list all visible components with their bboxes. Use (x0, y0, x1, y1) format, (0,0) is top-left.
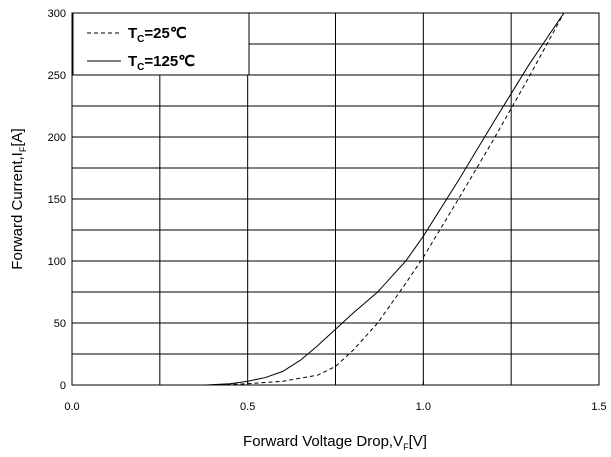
x-axis-title: Forward Voltage Drop,VF[V] (243, 433, 427, 452)
y-tick-label: 200 (48, 132, 66, 144)
series-line-125c (205, 12, 565, 386)
series-line-25c (212, 12, 565, 386)
y-tick-label: 150 (48, 194, 66, 206)
x-tick-label: 0.5 (240, 401, 255, 413)
y-tick-label: 50 (54, 318, 66, 330)
y-tick-label: 250 (48, 70, 66, 82)
legend-label-25c: TC=25℃ (128, 25, 187, 45)
grid (72, 13, 599, 385)
x-tick-label: 1.5 (591, 401, 606, 413)
y-tick-label: 0 (60, 380, 66, 392)
legend: TC=25℃ TC=125℃ (72, 12, 250, 76)
x-tick-label: 0.0 (64, 401, 79, 413)
series-layer (205, 12, 565, 386)
legend-label-125c: TC=125℃ (128, 53, 195, 73)
ticks: 0.0 0.5 1.0 1.5 0 50 100 150 200 250 300 (48, 8, 607, 413)
y-axis-title: Forward Current,IF[A] (9, 128, 28, 269)
y-tick-label: 100 (48, 256, 66, 268)
y-tick-label: 300 (48, 8, 66, 20)
x-tick-label: 1.0 (416, 401, 431, 413)
legend-box (72, 12, 250, 76)
